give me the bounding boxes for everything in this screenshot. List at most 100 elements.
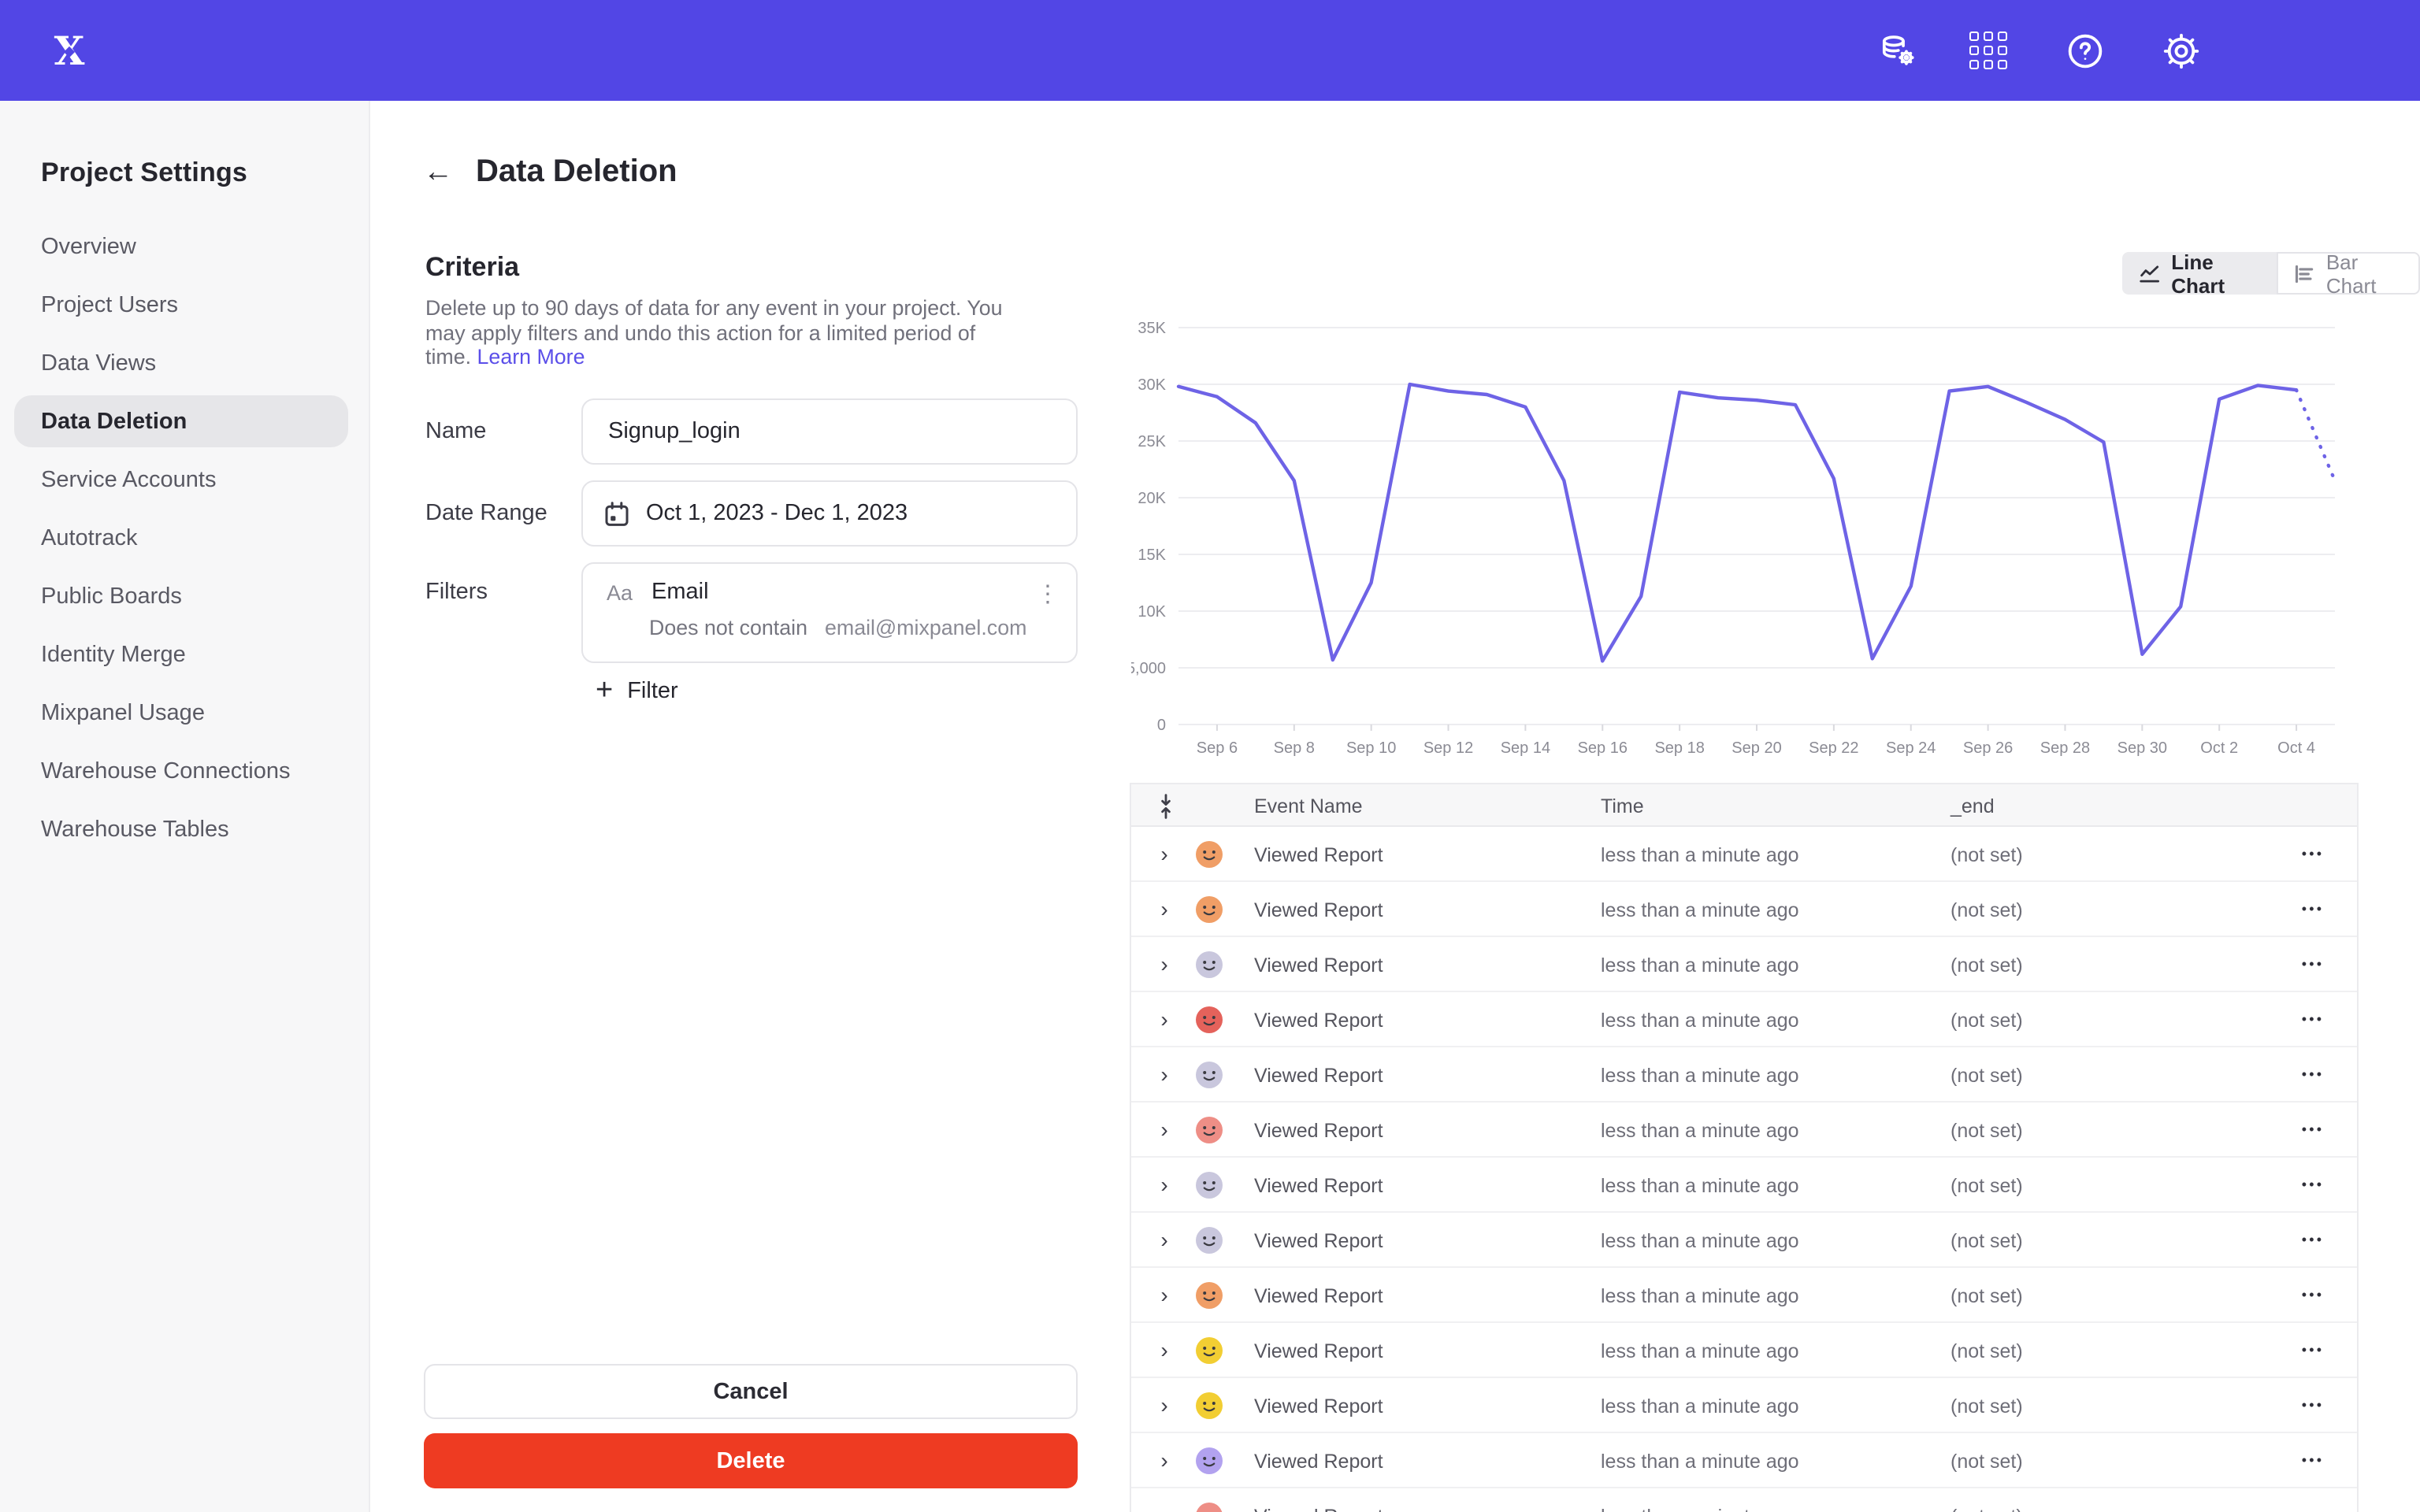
sidebar-item-label: Service Accounts bbox=[41, 467, 217, 492]
table-row: › Viewed Report less than a minute ago (… bbox=[1131, 1378, 2357, 1433]
row-event-name: Viewed Report bbox=[1254, 1229, 1383, 1251]
row-avatar bbox=[1196, 1006, 1223, 1033]
row-expand-chevron-icon[interactable]: › bbox=[1153, 1501, 1175, 1512]
sidebar-item-label: Data Views bbox=[41, 350, 157, 376]
row-expand-chevron-icon[interactable]: › bbox=[1153, 1391, 1175, 1419]
row-menu-ellipsis-icon[interactable]: ••• bbox=[2291, 1003, 2335, 1035]
row-menu-ellipsis-icon[interactable]: ••• bbox=[2291, 948, 2335, 980]
sidebar-item-warehouse-tables[interactable]: Warehouse Tables bbox=[0, 800, 369, 858]
svg-text:Sep 16: Sep 16 bbox=[1578, 739, 1628, 757]
line-chart-toggle[interactable]: Line Chart bbox=[2122, 250, 2277, 297]
row-menu-ellipsis-icon[interactable]: ••• bbox=[2291, 1114, 2335, 1145]
row-menu-ellipsis-icon[interactable]: ••• bbox=[2291, 1389, 2335, 1421]
filter-operator[interactable]: Does not contain bbox=[649, 616, 807, 639]
row-menu-ellipsis-icon[interactable]: ••• bbox=[2291, 1169, 2335, 1200]
column-header-event-name[interactable]: Event Name bbox=[1254, 795, 1363, 817]
row-menu-ellipsis-icon[interactable]: ••• bbox=[2291, 1444, 2335, 1476]
bar-chart-toggle[interactable]: Bar Chart bbox=[2277, 250, 2420, 297]
row-expand-chevron-icon[interactable]: › bbox=[1153, 1280, 1175, 1309]
row-end: (not set) bbox=[1950, 1119, 2023, 1141]
sort-icon[interactable] bbox=[1155, 794, 1177, 819]
apps-grid-glyph bbox=[1969, 32, 2007, 69]
sidebar-item-label: Identity Merge bbox=[41, 642, 186, 667]
filter-kebab-icon[interactable]: ⋮ bbox=[1032, 576, 1063, 611]
help-icon[interactable] bbox=[2058, 24, 2111, 77]
sidebar-item-data-deletion[interactable]: Data Deletion bbox=[14, 395, 348, 447]
learn-more-link[interactable]: Learn More bbox=[477, 345, 585, 369]
sidebar-item-project-users[interactable]: Project Users bbox=[0, 276, 369, 334]
svg-text:15K: 15K bbox=[1138, 547, 1166, 564]
cancel-button[interactable]: Cancel bbox=[424, 1364, 1078, 1419]
svg-text:10K: 10K bbox=[1138, 603, 1166, 621]
row-expand-chevron-icon[interactable]: › bbox=[1153, 1446, 1175, 1474]
svg-text:Oct 4: Oct 4 bbox=[2277, 739, 2315, 757]
row-end: (not set) bbox=[1950, 1009, 2023, 1031]
row-menu-ellipsis-icon[interactable]: ••• bbox=[2291, 1058, 2335, 1090]
date-range-field[interactable]: Oct 1, 2023 - Dec 1, 2023 bbox=[581, 480, 1078, 547]
row-expand-chevron-icon[interactable]: › bbox=[1153, 950, 1175, 978]
add-filter-button[interactable]: + Filter bbox=[596, 676, 678, 706]
row-time: less than a minute ago bbox=[1601, 1009, 1799, 1031]
row-menu-ellipsis-icon[interactable]: ••• bbox=[2291, 893, 2335, 925]
row-menu-ellipsis-icon[interactable]: ••• bbox=[2291, 1334, 2335, 1366]
row-event-name: Viewed Report bbox=[1254, 1340, 1383, 1362]
row-menu-ellipsis-icon[interactable]: ••• bbox=[2291, 1279, 2335, 1310]
row-time: less than a minute ago bbox=[1601, 1064, 1799, 1086]
table-row: › Viewed Report less than a minute ago (… bbox=[1131, 1047, 2357, 1102]
filter-value[interactable]: email@mixpanel.com bbox=[825, 616, 1027, 639]
row-expand-chevron-icon[interactable]: › bbox=[1153, 1060, 1175, 1088]
row-time: less than a minute ago bbox=[1601, 1395, 1799, 1417]
events-table: Event Name Time _end › Viewed Report les… bbox=[1130, 783, 2359, 1512]
table-body: › Viewed Report less than a minute ago (… bbox=[1131, 827, 2357, 1512]
sidebar-item-label: Warehouse Tables bbox=[41, 817, 229, 842]
delete-button[interactable]: Delete bbox=[424, 1433, 1078, 1488]
table-header: Event Name Time _end bbox=[1131, 784, 2357, 827]
mixpanel-logo[interactable]: X bbox=[41, 22, 98, 79]
row-avatar bbox=[1196, 841, 1223, 868]
column-header-time[interactable]: Time bbox=[1601, 795, 1644, 817]
row-expand-chevron-icon[interactable]: › bbox=[1153, 1336, 1175, 1364]
filter-card[interactable]: Aa Email ⋮ Does not contain email@mixpan… bbox=[581, 562, 1078, 663]
row-expand-chevron-icon[interactable]: › bbox=[1153, 1170, 1175, 1199]
row-menu-ellipsis-icon[interactable]: ••• bbox=[2291, 1499, 2335, 1512]
avatar-face bbox=[1203, 1457, 1216, 1467]
sidebar-item-service-accounts[interactable]: Service Accounts bbox=[0, 450, 369, 509]
sidebar-item-data-views[interactable]: Data Views bbox=[0, 334, 369, 392]
data-management-icon[interactable] bbox=[1872, 24, 1925, 77]
row-expand-chevron-icon[interactable]: › bbox=[1153, 1005, 1175, 1033]
name-input[interactable] bbox=[581, 398, 1078, 465]
sidebar-title: Project Settings bbox=[41, 158, 248, 187]
row-menu-ellipsis-icon[interactable]: ••• bbox=[2291, 838, 2335, 869]
row-expand-chevron-icon[interactable]: › bbox=[1153, 1225, 1175, 1254]
sidebar-item-overview[interactable]: Overview bbox=[0, 217, 369, 276]
sidebar: Project Settings Overview Project Users … bbox=[0, 101, 370, 1512]
row-menu-ellipsis-icon[interactable]: ••• bbox=[2291, 1224, 2335, 1255]
row-end: (not set) bbox=[1950, 899, 2023, 921]
apps-grid-icon[interactable] bbox=[1962, 24, 2015, 77]
sidebar-item-mixpanel-usage[interactable]: Mixpanel Usage bbox=[0, 684, 369, 742]
column-header-end[interactable]: _end bbox=[1950, 795, 1995, 817]
sidebar-item-public-boards[interactable]: Public Boards bbox=[0, 567, 369, 625]
back-arrow-icon[interactable]: ← bbox=[416, 151, 460, 195]
svg-text:35K: 35K bbox=[1138, 320, 1166, 337]
settings-gear-icon[interactable] bbox=[2154, 24, 2207, 77]
row-expand-chevron-icon[interactable]: › bbox=[1153, 895, 1175, 923]
name-label: Name bbox=[425, 419, 487, 444]
row-expand-chevron-icon[interactable]: › bbox=[1153, 1115, 1175, 1143]
events-line-chart[interactable]: 0 5,000 10K 15K 20K 25K 30K 35K Sep 6 Sep 8 Sep 10… bbox=[1131, 312, 2382, 772]
page-title: Data Deletion bbox=[476, 154, 677, 189]
row-avatar bbox=[1196, 1447, 1223, 1474]
sidebar-item-identity-merge[interactable]: Identity Merge bbox=[0, 625, 369, 684]
sidebar-item-autotrack[interactable]: Autotrack bbox=[0, 509, 369, 567]
row-avatar bbox=[1196, 1117, 1223, 1143]
sidebar-item-warehouse-connections[interactable]: Warehouse Connections bbox=[0, 742, 369, 800]
add-filter-label: Filter bbox=[627, 679, 678, 704]
row-time: less than a minute ago bbox=[1601, 1284, 1799, 1306]
avatar-face bbox=[1203, 1402, 1216, 1412]
avatar-face bbox=[1203, 1236, 1216, 1247]
row-avatar bbox=[1196, 951, 1223, 978]
avatar-face bbox=[1203, 1016, 1216, 1026]
table-row: › Viewed Report less than a minute ago (… bbox=[1131, 1102, 2357, 1158]
row-avatar bbox=[1196, 1503, 1223, 1512]
row-expand-chevron-icon[interactable]: › bbox=[1153, 839, 1175, 868]
